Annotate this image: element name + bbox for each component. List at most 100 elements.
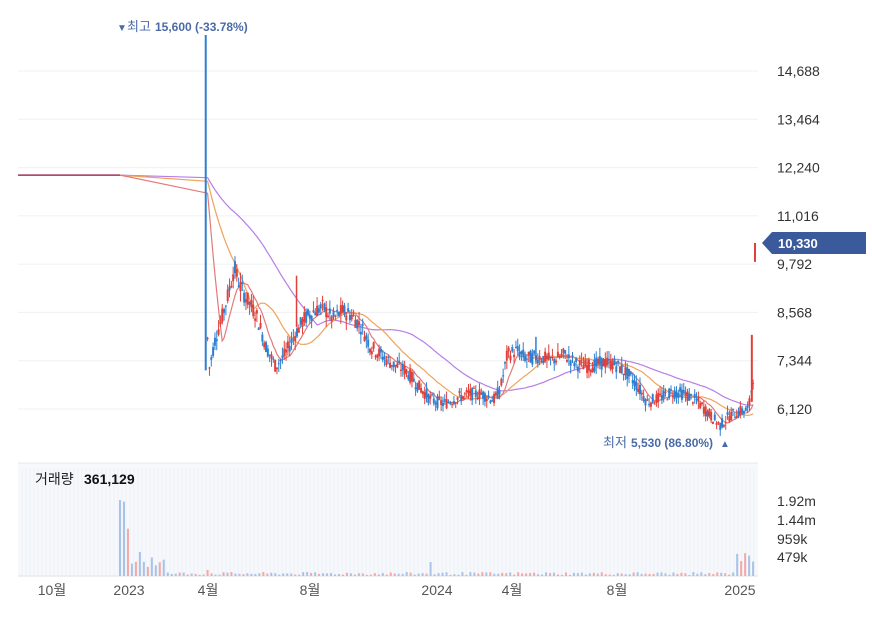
candle-body <box>660 395 663 401</box>
candle-body <box>274 360 277 372</box>
candle-body <box>405 369 408 374</box>
candle-body <box>531 353 534 365</box>
candle-body <box>697 397 700 402</box>
volume-bar <box>744 553 747 576</box>
candle-body <box>679 387 682 392</box>
volume-bar <box>473 572 476 576</box>
high-marker-icon: ▼ <box>117 23 127 34</box>
candle-body <box>505 350 508 361</box>
volume-bar <box>656 572 659 576</box>
volume-bar <box>401 573 404 576</box>
volume-bar <box>445 572 448 576</box>
candle-body <box>376 354 379 358</box>
candle-body <box>328 308 331 314</box>
candle-body <box>224 305 227 307</box>
candle-body <box>542 356 545 364</box>
volume-bar <box>421 573 424 576</box>
volume-bar <box>389 572 392 576</box>
candle-body <box>566 360 569 362</box>
candle-body <box>733 417 736 419</box>
volume-bar <box>537 574 540 576</box>
candle-body <box>416 382 419 392</box>
candle-body <box>702 407 705 414</box>
volume-bar <box>353 574 356 576</box>
candle-body <box>578 360 581 366</box>
candle-body <box>742 410 745 414</box>
candle-body <box>502 375 505 377</box>
volume-bar <box>644 573 647 576</box>
candle-body <box>507 347 510 352</box>
candle-body <box>460 394 463 401</box>
candle-body <box>451 404 454 406</box>
candle-body <box>292 337 295 339</box>
volume-bar <box>608 574 611 576</box>
candle-body <box>649 402 652 407</box>
volume-bar <box>620 573 623 576</box>
candle-body <box>354 319 357 328</box>
candle-body <box>290 338 293 343</box>
candle-body <box>607 359 610 361</box>
volume-bar <box>584 574 587 576</box>
volume-bar <box>170 573 173 576</box>
volume-bar <box>517 572 520 576</box>
candle-body <box>447 402 450 404</box>
candle-body <box>232 274 235 282</box>
volume-bar <box>270 572 273 576</box>
volume-bar <box>162 559 165 576</box>
candle-body <box>675 391 678 397</box>
candle-body <box>604 358 607 368</box>
candle-body <box>454 402 457 404</box>
candle-body <box>615 366 618 373</box>
candle-body <box>257 327 260 330</box>
candle-body <box>215 339 218 342</box>
candle-body <box>244 299 247 303</box>
time-tick-label: 2025 <box>724 582 755 598</box>
volume-bar <box>318 573 321 576</box>
candle-body <box>248 302 251 305</box>
high-annotation: ▼ 최고 15,600 (-33.78%) <box>117 19 248 34</box>
volume-bar <box>485 572 488 576</box>
candle-body <box>646 399 649 401</box>
candle-body <box>516 346 519 352</box>
candle-body <box>241 282 244 285</box>
candle-body <box>571 355 574 357</box>
candle-body <box>449 402 452 404</box>
candle-body <box>558 356 561 359</box>
volume-bar <box>373 573 376 576</box>
volume-bar <box>612 574 615 576</box>
volume-bar <box>556 574 559 576</box>
candle-body <box>336 309 339 312</box>
volume-tick-label: 959k <box>777 531 808 547</box>
candle-body <box>748 398 751 406</box>
volume-bar <box>596 573 599 576</box>
low-label: 5,530 (86.80%) <box>631 436 713 450</box>
candle-body <box>330 316 333 322</box>
volume-bar <box>493 573 496 576</box>
candle-body <box>343 305 346 315</box>
candle-body <box>503 362 506 364</box>
volume-title: 거래량 <box>35 471 74 487</box>
candle-body <box>456 397 459 400</box>
candle-body <box>429 395 432 399</box>
volume-bar <box>326 573 329 576</box>
candle-body <box>671 396 674 398</box>
candle-body <box>684 392 687 395</box>
candle-body <box>609 360 612 370</box>
candle-body <box>613 358 616 365</box>
candle-body <box>655 394 658 403</box>
candle-body <box>305 311 308 323</box>
candle-body <box>445 399 448 409</box>
price-tick-label: 11,016 <box>777 208 819 224</box>
price-tick-label: 14,688 <box>777 63 820 79</box>
candle-body <box>540 360 543 362</box>
candle-body <box>544 351 547 362</box>
current-price-tag[interactable]: 10,330 <box>762 232 866 254</box>
candle-body <box>425 389 428 398</box>
candle-body <box>283 348 286 357</box>
volume-bar <box>688 574 691 576</box>
volume-axis: 1.92m 1.44m 959k 479k <box>777 493 816 565</box>
price-tick-label: 12,240 <box>777 160 820 176</box>
candle-body <box>396 363 399 368</box>
candle-body <box>480 393 483 395</box>
